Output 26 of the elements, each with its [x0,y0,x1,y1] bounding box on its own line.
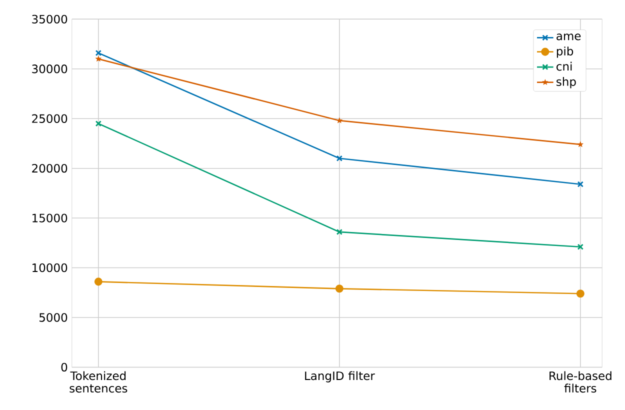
point [96,50,102,56]
x-tick-label: Rule-based filters [550,371,612,392]
point [577,140,584,147]
point [335,284,344,292]
legend-label: cni [556,62,572,71]
y-tick-label: 25000 [32,114,68,123]
legend-label: pib [556,46,574,58]
point [336,155,342,162]
point [336,228,342,235]
legend-label: shp [556,76,576,88]
y-tick-label: 35000 [32,14,68,24]
point [96,120,102,126]
point [578,181,584,187]
y-tick-label: 10000 [32,263,68,272]
y-tick-label: 30000 [32,64,68,74]
y-tick-label: 0 [61,362,68,372]
y-tick-label: 20000 [32,164,68,173]
x-tick-label: Tokenized sentences [70,371,128,392]
legend-label: ame [556,33,581,40]
y-tick-label: 5000 [39,312,68,322]
point [576,289,584,298]
point [578,244,584,250]
x-tick-label: LangID filter [305,371,375,382]
y-tick-label: 15000 [32,214,68,222]
point [95,55,102,62]
point [94,278,102,286]
